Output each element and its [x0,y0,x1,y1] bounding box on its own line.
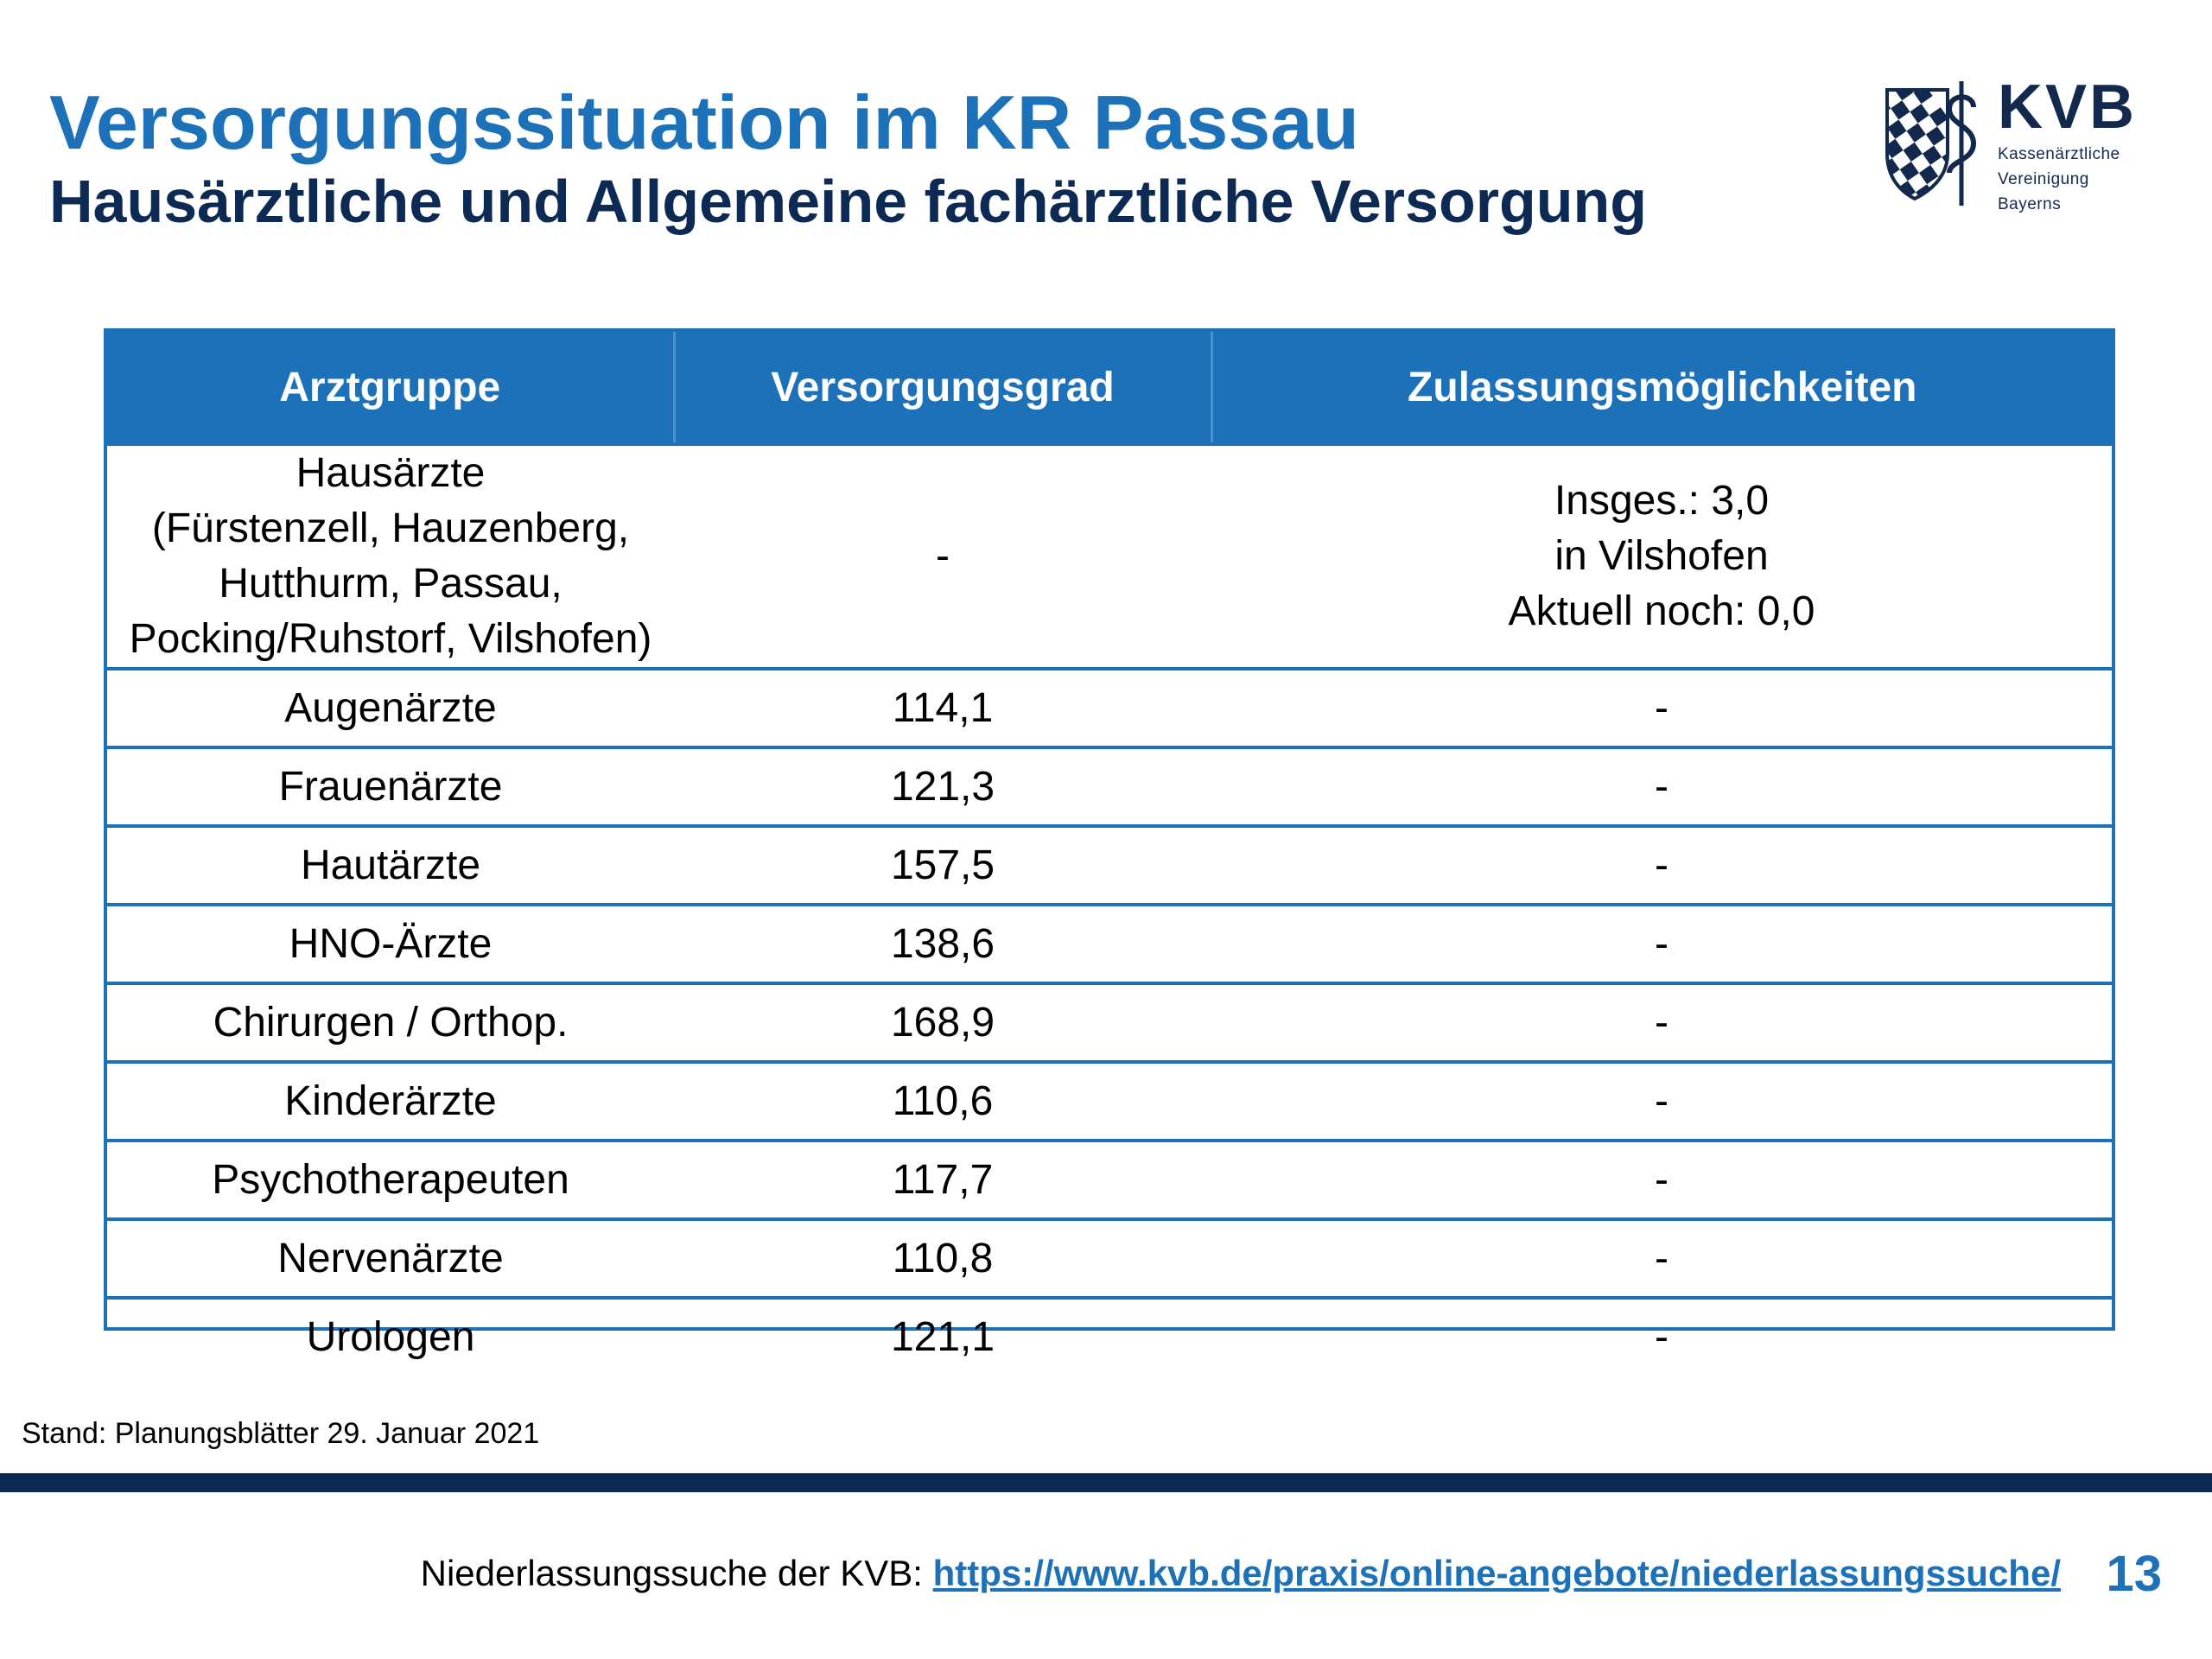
cell-versorgungsgrad: 121,1 [674,1296,1211,1375]
table-row: HNO-Ärzte 138,6 - [107,903,2112,983]
table-header-row: Arztgruppe Versorgungsgrad Zulassungsmög… [107,332,2112,444]
cell-zulassung: - [1211,746,2112,826]
page-subtitle: Hausärztliche und Allgemeine fachärztlic… [49,168,1647,235]
logo-line-3: Bayerns [1998,195,2062,213]
footer-divider [0,1473,2212,1492]
cell-versorgungsgrad: 114,1 [674,667,1211,747]
table-row: Kinderärzte 110,6 - [107,1060,2112,1141]
niederlassungssuche-link[interactable]: https://www.kvb.de/praxis/online-angebot… [932,1553,2061,1593]
supply-table-container: Arztgruppe Versorgungsgrad Zulassungsmög… [104,328,2115,1375]
cell-arztgruppe: HNO-Ärzte [107,903,674,983]
cell-versorgungsgrad: 168,9 [674,982,1211,1062]
table-row: Chirurgen / Orthop. 168,9 - [107,982,2112,1062]
cell-zulassung: - [1211,667,2112,747]
table-row: Urologen 121,1 - [107,1296,2112,1375]
cell-versorgungsgrad: 110,8 [674,1217,1211,1298]
cell-versorgungsgrad: 110,6 [674,1060,1211,1141]
table-row: Hautärzte 157,5 - [107,824,2112,905]
cell-zulassung: - [1211,1139,2112,1219]
cell-versorgungsgrad: 138,6 [674,903,1211,983]
cell-zulassung: - [1211,982,2112,1062]
cell-arztgruppe: Hausärzte (Fürstenzell, Hauzenberg, Hutt… [107,442,674,669]
logo-line-1: Kassenärztliche [1998,145,2120,163]
cell-arztgruppe: Hautärzte [107,824,674,905]
page-number: 13 [2106,1546,2162,1602]
cell-versorgungsgrad: 121,3 [674,746,1211,826]
header-arztgruppe: Arztgruppe [107,332,676,444]
cell-zulassung: - [1211,903,2112,983]
table-row: Augenärzte 114,1 - [107,667,2112,747]
cell-arztgruppe: Urologen [107,1296,674,1375]
page-title: Versorgungssituation im KR Passau [49,79,1359,165]
cell-arztgruppe: Frauenärzte [107,746,674,826]
logo-wordmark: KVB [1998,73,2138,142]
supply-table: Arztgruppe Versorgungsgrad Zulassungsmög… [107,332,2112,1375]
cell-arztgruppe: Chirurgen / Orthop. [107,982,674,1062]
cell-arztgruppe: Augenärzte [107,667,674,747]
table-row: Psychotherapeuten 117,7 - [107,1139,2112,1219]
table-row: Nervenärzte 110,8 - [107,1217,2112,1298]
cell-zulassung: - [1211,824,2112,905]
cell-zulassung: - [1211,1217,2112,1298]
cell-versorgungsgrad: - [674,442,1211,669]
footnote-stand: Stand: Planungsblätter 29. Januar 2021 [22,1417,540,1450]
table-row: Frauenärzte 121,3 - [107,746,2112,826]
footer-label: Niederlassungssuche der KVB: [420,1553,923,1593]
cell-zulassung: Insges.: 3,0 in Vilshofen Aktuell noch: … [1211,442,2112,669]
cell-arztgruppe: Psychotherapeuten [107,1139,674,1219]
cell-versorgungsgrad: 117,7 [674,1139,1211,1219]
kvb-crest-icon [1885,81,1977,206]
kvb-logo: KVB Kassenärztliche Vereinigung Bayerns [1884,76,2143,214]
cell-versorgungsgrad: 157,5 [674,824,1211,905]
cell-arztgruppe: Nervenärzte [107,1217,674,1298]
table-row: Hausärzte (Fürstenzell, Hauzenberg, Hutt… [107,442,2112,669]
footer-line: Niederlassungssuche der KVB: https://www… [421,1553,2061,1594]
header-zulassungsmoeglichkeiten: Zulassungsmöglichkeiten [1211,332,2112,444]
cell-zulassung: - [1211,1060,2112,1141]
cell-arztgruppe: Kinderärzte [107,1060,674,1141]
logo-line-2: Vereinigung [1998,170,2089,188]
header-versorgungsgrad: Versorgungsgrad [674,332,1213,444]
cell-zulassung: - [1211,1296,2112,1375]
